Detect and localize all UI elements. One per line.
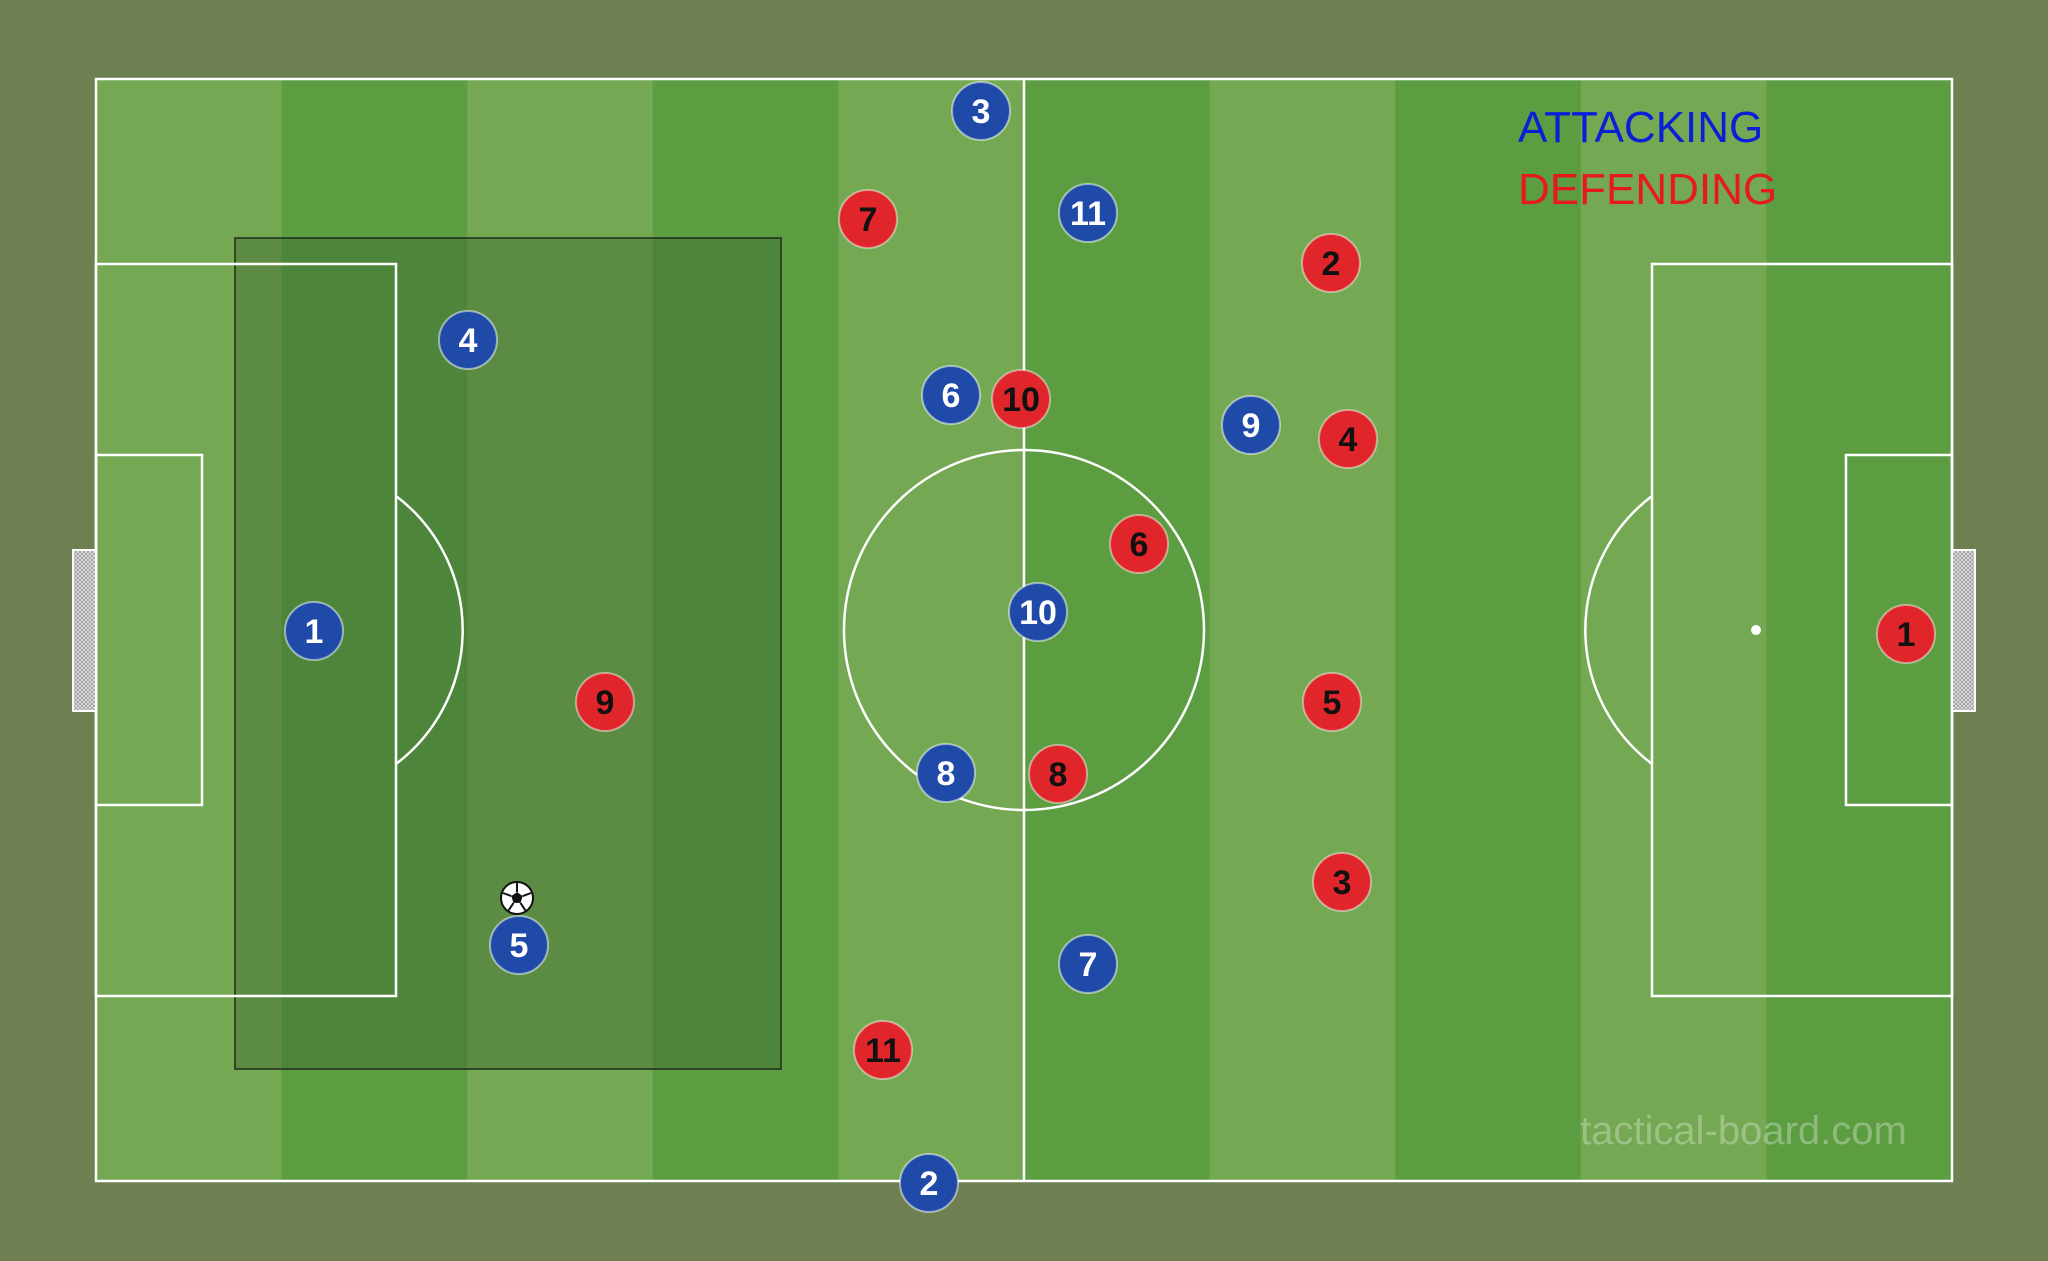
defending-player[interactable]: 5 (1302, 672, 1362, 732)
soccer-ball-icon[interactable] (500, 881, 534, 915)
player-number: 6 (942, 377, 961, 415)
attacking-player[interactable]: 6 (921, 365, 981, 425)
right-goal (1951, 549, 1976, 712)
player-number: 3 (972, 93, 991, 131)
pitch-stripes (96, 79, 1953, 1181)
defending-player[interactable]: 9 (575, 672, 635, 732)
defending-player[interactable]: 8 (1028, 744, 1088, 804)
defending-team: 7 2 10 4 6 9 1 5 (575, 189, 1936, 1080)
attacking-player[interactable]: 10 (1008, 582, 1068, 642)
player-number: 7 (859, 201, 878, 239)
player-number: 11 (1070, 195, 1106, 233)
pitch-stripe (96, 79, 283, 1181)
player-number: 4 (1339, 421, 1358, 459)
player-number: 4 (459, 322, 478, 360)
player-number: 1 (305, 613, 324, 651)
player-number: 9 (1242, 407, 1261, 445)
defending-player[interactable]: 4 (1318, 409, 1378, 469)
attacking-player[interactable]: 1 (284, 601, 344, 661)
attacking-team: 3 11 4 6 9 1 10 8 (284, 81, 1281, 1213)
attacking-player[interactable]: 4 (438, 310, 498, 370)
watermark: tactical-board.com (1580, 1109, 1907, 1153)
player-number: 6 (1130, 526, 1149, 564)
player-number: 5 (1323, 684, 1342, 722)
defending-player[interactable]: 1 (1876, 604, 1936, 664)
player-number: 10 (1002, 381, 1040, 419)
defending-player[interactable]: 10 (991, 369, 1051, 429)
right-penalty-arc (1584, 495, 1653, 765)
defending-player[interactable]: 3 (1312, 852, 1372, 912)
player-number: 9 (596, 684, 615, 722)
left-goal (72, 549, 97, 712)
player-number: 8 (937, 755, 956, 793)
pitch-stripe (1209, 79, 1396, 1181)
player-number: 2 (1322, 245, 1341, 283)
defending-player[interactable]: 6 (1109, 514, 1169, 574)
legend-attacking: ATTACKING (1518, 103, 1763, 152)
attacking-player[interactable]: 8 (916, 743, 976, 803)
attacking-player[interactable]: 7 (1058, 934, 1118, 994)
right-penalty-spot (1751, 625, 1761, 635)
pitch-stripe (467, 79, 654, 1181)
attacking-player[interactable]: 3 (951, 81, 1011, 141)
pitch-stripe (1580, 79, 1767, 1181)
defending-player[interactable]: 7 (838, 189, 898, 249)
legend-defending: DEFENDING (1518, 165, 1777, 214)
player-number: 1 (1897, 616, 1916, 654)
center-circle (842, 448, 1206, 812)
pitch-stripe (838, 79, 1025, 1181)
player-number: 7 (1079, 946, 1098, 984)
attacking-player[interactable]: 5 (489, 915, 549, 975)
defending-player[interactable]: 11 (853, 1020, 913, 1080)
attacking-player[interactable]: 9 (1221, 395, 1281, 455)
attacking-player[interactable]: 2 (899, 1153, 959, 1213)
player-number: 11 (865, 1032, 901, 1070)
player-number: 10 (1019, 594, 1057, 632)
player-number: 5 (510, 927, 529, 965)
defending-player[interactable]: 2 (1301, 233, 1361, 293)
player-number: 3 (1333, 864, 1352, 902)
player-number: 2 (920, 1165, 939, 1203)
attacking-player[interactable]: 11 (1058, 183, 1118, 243)
pitch-stripe (1395, 79, 1582, 1181)
pitch-stripe (652, 79, 839, 1181)
player-number: 8 (1049, 756, 1068, 794)
left-penalty-arc (395, 495, 464, 765)
